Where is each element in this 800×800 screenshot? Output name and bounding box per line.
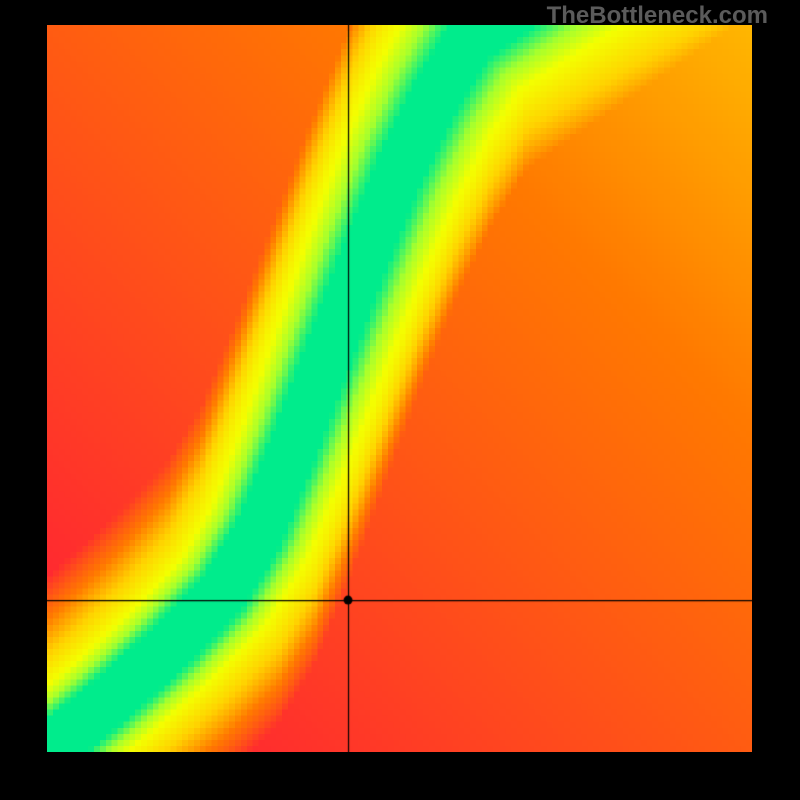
- heatmap-canvas: [47, 25, 752, 752]
- chart-container: TheBottleneck.com: [0, 0, 800, 800]
- watermark-text: TheBottleneck.com: [547, 2, 768, 30]
